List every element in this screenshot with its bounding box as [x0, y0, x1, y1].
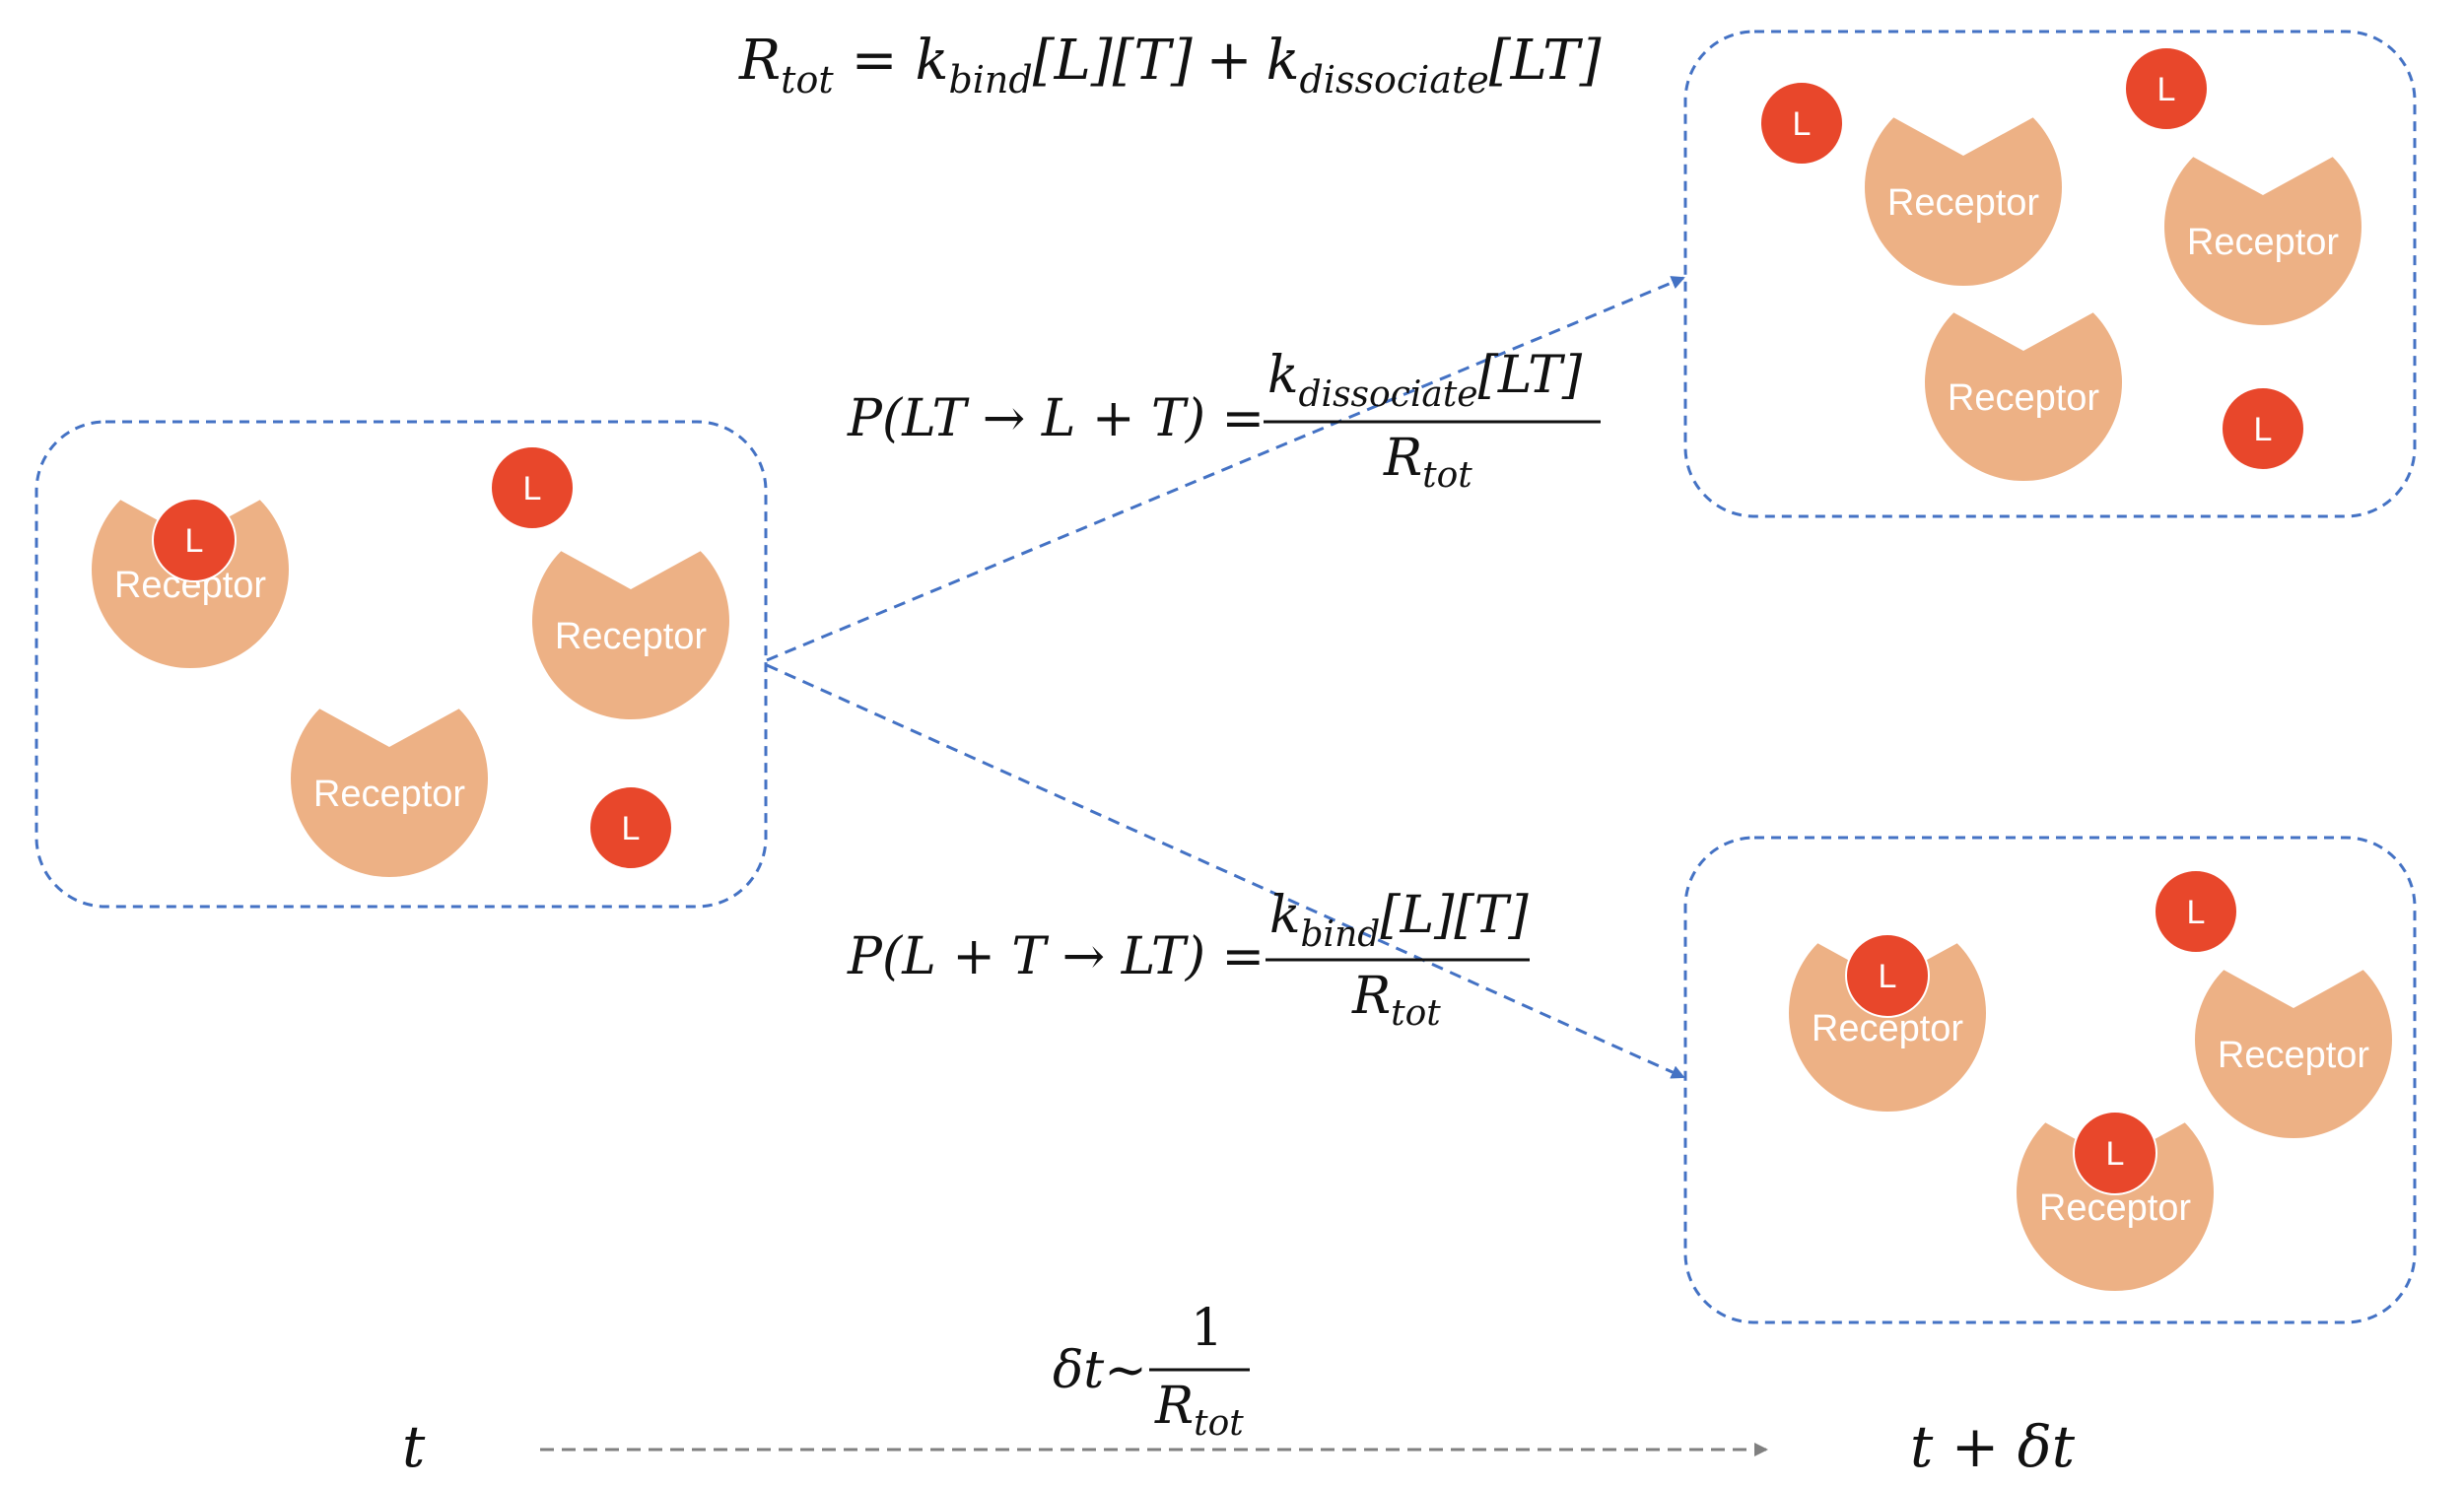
p-bind-lhs: P(L + T → LT) =	[847, 927, 1265, 986]
initial-state-box	[34, 420, 768, 909]
rtot-equals: =	[852, 29, 898, 93]
receptor: Receptor	[1789, 943, 1986, 1113]
receptor-shape	[1864, 117, 2062, 287]
ligand: L	[1845, 933, 1930, 1018]
ligand-label: L	[1793, 105, 1812, 143]
ligand-shape	[2073, 1111, 2157, 1195]
receptor: Receptor	[290, 709, 488, 878]
receptor: Receptor	[2195, 970, 2392, 1139]
receptor: Receptor	[532, 551, 729, 720]
receptor: Receptor	[92, 500, 290, 669]
receptor-shape	[92, 500, 290, 669]
ligand-label: L	[2157, 71, 2176, 108]
rtot-k-bind: k	[916, 29, 949, 93]
receptor-label: Receptor	[2187, 222, 2340, 263]
ligand: L	[1759, 81, 1844, 166]
p-dissociate-lhs: P(LT → L + T) =	[847, 389, 1265, 448]
receptor-shape	[1789, 943, 1986, 1113]
ligand: L	[2154, 869, 2238, 954]
receptor-shape	[1924, 312, 2122, 482]
ligand-shape	[1845, 933, 1930, 1018]
rtot-equation: Rtot = kbind[L][T] + kdissociate[LT]	[738, 29, 1602, 101]
p-dissociate-num-sub: dissociate	[1299, 374, 1478, 415]
ligand-label: L	[185, 522, 204, 560]
p-dissociate-num-tail: [LT]	[1478, 346, 1583, 405]
rtot-lhs: R	[738, 29, 781, 93]
p-dissociate-denominator: Rtot	[1383, 429, 1472, 496]
p-dissociate-den-sub: tot	[1422, 455, 1472, 496]
receptor-label: Receptor	[555, 616, 708, 657]
p-bind-den-r: R	[1351, 967, 1391, 1026]
dt-den-r: R	[1154, 1377, 1194, 1436]
receptor-shape	[2195, 970, 2392, 1139]
p-bind-denominator: Rtot	[1351, 967, 1441, 1034]
p-bind-num-tail: [L][T]	[1380, 886, 1529, 945]
ligand-label: L	[2106, 1135, 2125, 1173]
bound-state-box	[1683, 836, 2417, 1324]
ligand: L	[2073, 1111, 2157, 1195]
ligand: L	[490, 445, 575, 530]
rtot-plus: +	[1206, 29, 1253, 93]
ligand-shape	[588, 785, 673, 870]
ligand-shape	[2154, 869, 2238, 954]
receptor: Receptor	[2164, 157, 2361, 326]
rtot-k-diss-sub: dissociate	[1300, 58, 1489, 101]
receptor: Receptor	[1924, 312, 2122, 482]
ligand-shape	[490, 445, 575, 530]
p-dissociate-num-k: k	[1267, 346, 1299, 405]
ligand-label: L	[622, 810, 641, 847]
dissociated-state-box	[1683, 30, 2417, 518]
ligand-shape	[152, 498, 237, 582]
ligand-shape	[1759, 81, 1844, 166]
ligand-label: L	[2187, 894, 2206, 931]
p-dissociate-den-r: R	[1383, 429, 1422, 488]
ligand-label: L	[2254, 411, 2273, 448]
receptor-label: Receptor	[2218, 1035, 2370, 1076]
rtot-lhs-sub: tot	[781, 58, 834, 101]
receptor-label: Receptor	[313, 774, 466, 815]
ligand: L	[588, 785, 673, 870]
receptor-shape	[532, 551, 729, 720]
rtot-k-diss-tail: [LT]	[1489, 29, 1602, 93]
p-bind-num-sub: bind	[1301, 914, 1381, 955]
dt-lhs: δt~	[1053, 1341, 1147, 1400]
receptor-label: Receptor	[1948, 377, 2100, 419]
timeline-end-label: t + δt	[1910, 1413, 2076, 1480]
ligand-shape	[2124, 46, 2209, 131]
ligand: L	[2221, 386, 2305, 471]
p-bind-numerator: kbind[L][T]	[1269, 886, 1529, 955]
p-bind-den-sub: tot	[1391, 993, 1441, 1034]
ligand: L	[2124, 46, 2209, 131]
rtot-k-bind-sub: bind	[948, 58, 1032, 101]
arrow-to-bound-state	[766, 663, 1685, 1079]
dt-numerator: 1	[1191, 1299, 1223, 1358]
timeline-start-label: t	[402, 1413, 426, 1480]
receptor-label: Receptor	[1887, 182, 2040, 224]
rtot-k-bind-tail: [L][T]	[1033, 29, 1193, 93]
arrow-to-dissociated-state	[766, 276, 1685, 662]
receptor-shape	[2017, 1122, 2214, 1292]
p-bind-num-k: k	[1269, 886, 1301, 945]
p-dissociate-numerator: kdissociate[LT]	[1267, 346, 1583, 415]
rtot-k-diss: k	[1266, 29, 1300, 93]
ligand-label: L	[1879, 958, 1897, 995]
ligand-shape	[2221, 386, 2305, 471]
receptor-shape	[2164, 157, 2361, 326]
ligand: L	[152, 498, 237, 582]
dt-den-sub: tot	[1194, 1403, 1244, 1444]
dt-denominator: Rtot	[1154, 1377, 1244, 1444]
receptor-shape	[290, 709, 488, 878]
ligand-label: L	[523, 470, 542, 507]
receptor: Receptor	[1864, 117, 2062, 287]
